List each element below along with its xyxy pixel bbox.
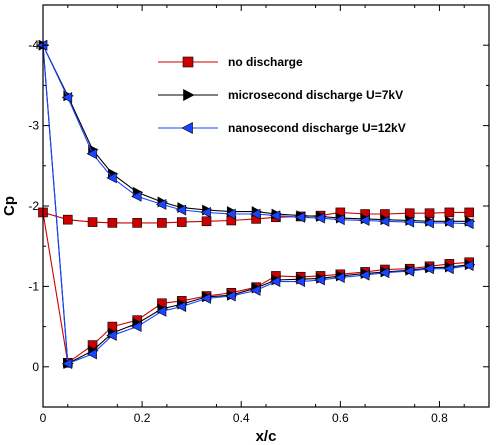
- series-2-point: [225, 290, 236, 302]
- series-0-point: [157, 218, 167, 228]
- x-tick-label: 0.6: [332, 411, 349, 425]
- series-2-point: [61, 92, 73, 103]
- series-0-point: [176, 217, 187, 227]
- series-0-point: [132, 218, 142, 228]
- series-2-point: [378, 267, 390, 279]
- legend-label: no discharge: [228, 55, 303, 69]
- series-2-point: [131, 190, 142, 202]
- y-tick-label: -3: [28, 119, 39, 133]
- x-axis-title: x/c: [256, 428, 277, 445]
- series-2-point: [250, 284, 261, 296]
- series-2-point: [269, 210, 281, 222]
- series-2-point: [314, 212, 325, 224]
- series-2-point: [175, 301, 187, 312]
- series-2-point: [294, 276, 306, 288]
- series-2-point: [200, 206, 211, 218]
- series-2-point: [106, 172, 117, 184]
- plot-area: [36, 39, 476, 370]
- series-2-point: [334, 272, 345, 284]
- y-tick-label: 0: [32, 360, 39, 374]
- series-2-point: [200, 293, 211, 304]
- legend-marker: [181, 122, 193, 134]
- series-layer: [36, 39, 476, 370]
- series-2-point: [378, 215, 390, 227]
- series-2-point: [423, 217, 434, 229]
- x-axis: 0 0.2 0.4 0.6 0.8: [40, 5, 465, 425]
- series-2-point: [106, 329, 117, 341]
- series-2-point: [175, 204, 187, 216]
- series-2-point: [155, 198, 167, 210]
- series-2-point: [155, 305, 167, 317]
- x-tick-label: 0.2: [134, 411, 151, 425]
- series-2-point: [269, 276, 281, 288]
- series-2-point: [61, 358, 73, 370]
- series-2-point: [294, 211, 306, 223]
- y-tick-label: -2: [28, 199, 39, 213]
- series-0-point: [201, 216, 212, 227]
- y-axis: 0 -1 -2 -3 -4: [28, 4, 489, 408]
- series-0-point: [87, 217, 98, 227]
- x-tick-label: 0: [40, 411, 47, 425]
- legend-marker: [182, 56, 194, 68]
- series-0-point: [464, 207, 474, 218]
- series-2-point: [225, 208, 236, 220]
- x-tick-label: 0.4: [233, 411, 250, 425]
- series-2-point: [359, 215, 370, 226]
- series-2-point: [314, 274, 325, 286]
- series-2: [36, 39, 474, 370]
- y-axis-title: Cp: [1, 196, 18, 216]
- y-tick-label: -1: [28, 279, 39, 293]
- series-0-point: [62, 214, 73, 225]
- series-2-point: [463, 218, 474, 230]
- series-2-point: [334, 214, 345, 226]
- legend-label: microsecond discharge U=7kV: [228, 88, 403, 102]
- series-2-point: [403, 265, 415, 277]
- series-0-point: [107, 218, 118, 228]
- series-0-point: [424, 208, 435, 219]
- series-2-point: [86, 148, 97, 160]
- legend-label: nanosecond discharge U=12kV: [228, 121, 406, 135]
- series-2-point: [250, 208, 261, 220]
- series-0-point: [444, 207, 455, 218]
- series-2-point: [443, 217, 454, 229]
- legend-marker: [183, 89, 195, 101]
- x-tick-label: 0.8: [431, 411, 448, 425]
- series-2-point: [359, 269, 370, 281]
- series-2-point: [403, 216, 415, 228]
- y-tick-label: -4: [28, 38, 39, 52]
- series-2-point: [443, 263, 454, 275]
- series-2-point: [423, 263, 434, 275]
- series-2-point: [131, 321, 142, 333]
- series-2-point: [86, 348, 97, 360]
- series-2-point: [463, 260, 474, 271]
- legend: no discharge microsecond discharge U=7kV n…: [158, 55, 406, 135]
